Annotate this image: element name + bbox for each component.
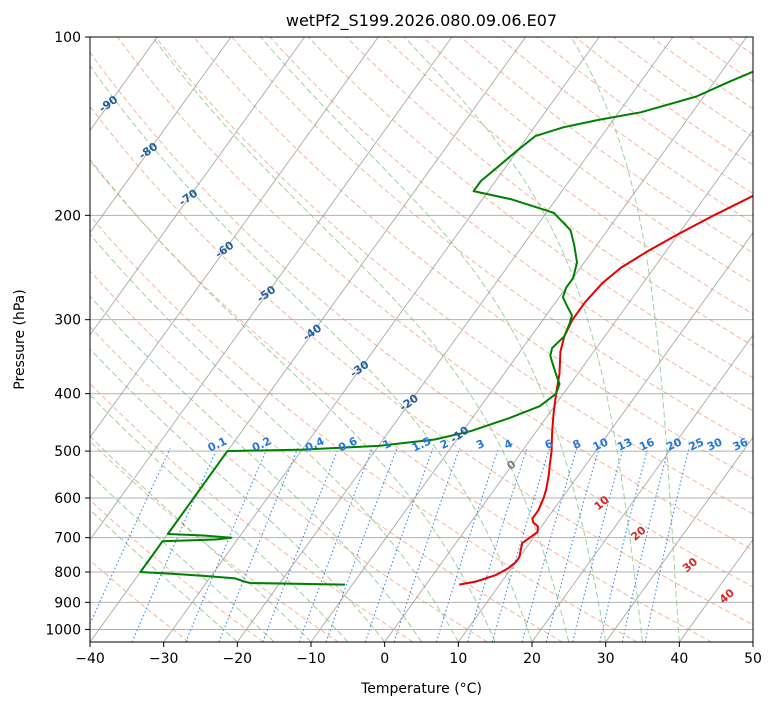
y-tick-label: 800 [54, 565, 81, 581]
isotherm-line [163, 37, 600, 642]
y-tick-label: 600 [54, 491, 81, 507]
x-tick-label: 40 [670, 651, 688, 667]
moist-adiabat-line [90, 394, 349, 642]
moist-adiabat-line [90, 435, 312, 642]
mixing-ratio-line [467, 448, 528, 642]
y-tick-label: 500 [54, 444, 81, 460]
moist-adiabat-line [90, 295, 422, 642]
y-axis-label: Pressure (hPa) [12, 289, 28, 389]
x-axis-label: Temperature (°C) [360, 681, 482, 697]
x-tick-label: 10 [449, 651, 467, 667]
isotherms [90, 37, 753, 642]
dry-adiabat-line [90, 105, 753, 626]
mixing-ratio-label: 20 [664, 435, 684, 453]
dry-adiabat-line [90, 326, 488, 642]
mixing-ratio-line [364, 448, 434, 642]
dry-adiabats [90, 37, 753, 642]
moist-adiabat-line [152, 37, 570, 642]
dry-adiabat-line [383, 37, 753, 315]
moist-adiabats [90, 37, 680, 642]
y-tick-label: 1000 [45, 622, 81, 638]
mixing-ratio-line [185, 448, 268, 642]
mixing-ratio-line [435, 448, 499, 642]
sounding-series [139, 70, 753, 586]
dry-adiabat-line [90, 51, 753, 588]
mixing-ratio-line [545, 448, 600, 642]
mixing-ratio-line [90, 448, 171, 626]
mixing-ratio-line [491, 448, 550, 642]
moist-adiabat-line [404, 37, 643, 642]
x-axis-ticks: −40 −30 −20 −10 0 10 20 30 40 50 [75, 642, 762, 667]
y-tick-label: 900 [54, 595, 81, 611]
plot-frame [89, 36, 754, 643]
mixing-ratio-label: 10 [591, 435, 611, 453]
x-tick-label: −40 [75, 651, 105, 667]
mixing-ratio-line [298, 448, 373, 642]
x-tick-label: 50 [744, 651, 762, 667]
dewpoint-profile-line [139, 70, 753, 586]
isotherm-line [605, 436, 753, 642]
mixing-ratio-line [521, 448, 578, 642]
chart-title: wetPf2_S199.2026.080.09.06.E07 [286, 11, 557, 31]
dry-adiabat-line [154, 37, 753, 515]
x-tick-label: 20 [523, 651, 541, 667]
dry-adiabat-line [90, 270, 563, 642]
x-tick-label: 30 [597, 651, 615, 667]
mixing-ratio-line [599, 448, 649, 642]
x-tick-label: −20 [223, 651, 253, 667]
isotherm-line [90, 37, 453, 541]
isotherm-line [236, 37, 674, 642]
dry-adiabat-line [90, 214, 638, 642]
isotherm-line [90, 37, 306, 336]
mixing-ratio-line [621, 448, 669, 642]
x-tick-label: −10 [296, 651, 326, 667]
mixing-ratio-label: 13 [615, 435, 634, 453]
mixing-ratio-line [262, 448, 339, 642]
isotherm-line [90, 37, 379, 439]
y-tick-label: 200 [54, 208, 81, 224]
dry-adiabat-line [231, 37, 753, 445]
y-tick-label: 300 [54, 313, 81, 329]
dry-adiabat-line [116, 37, 753, 551]
isotherm-line [90, 37, 232, 234]
isotherm-line [310, 37, 748, 642]
moist-adiabat-line [90, 233, 459, 642]
dry-adiabat-line [90, 559, 190, 642]
moist-adiabat-line [90, 509, 238, 642]
mixing-ratio-line [325, 448, 398, 642]
y-tick-label: 700 [54, 531, 81, 547]
mixing-ratio-label: 16 [637, 435, 657, 453]
moist-adiabat-line [90, 64, 533, 642]
moist-adiabat-line [90, 158, 496, 642]
isotherm-line [457, 231, 753, 642]
y-axis-ticks: 100 200 300 400 500 600 700 800 900 1000 [45, 30, 90, 638]
moist-adiabat-line [90, 473, 275, 642]
x-tick-label: −30 [149, 651, 179, 667]
dry-adiabat-line [421, 37, 753, 284]
isotherm-line [384, 129, 753, 642]
y-tick-label: 400 [54, 387, 81, 403]
mixing-ratio-line [572, 448, 624, 642]
moist-adiabat-line [90, 348, 386, 642]
moist-adiabat-line [260, 37, 607, 642]
mixing-ratio-line [218, 448, 299, 642]
mixing-ratio-lines [90, 448, 690, 642]
x-tick-label: 0 [380, 651, 389, 667]
dry-adiabat-line [90, 160, 712, 642]
y-tick-label: 100 [54, 30, 81, 46]
moist-adiabat-line [570, 37, 680, 642]
mixing-ratio-label: 25 [687, 435, 706, 453]
dry-adiabat-line [345, 37, 753, 347]
dry-adiabat-line [193, 37, 753, 480]
plot-area: -100-90-80-70-60-50-40-30-20-1000.10.20.… [90, 37, 753, 642]
mixing-ratio-label: 30 [705, 435, 725, 453]
isotherm-line [531, 334, 753, 642]
isotherm-line [678, 538, 753, 642]
mixing-ratio-label: 36 [731, 435, 751, 453]
temperature-profile-line [459, 194, 753, 586]
isobars [90, 37, 753, 630]
